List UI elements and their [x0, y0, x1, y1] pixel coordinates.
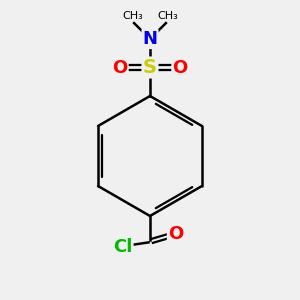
Text: Cl: Cl — [113, 238, 133, 256]
Text: S: S — [143, 58, 157, 77]
Text: O: O — [168, 225, 183, 243]
Text: O: O — [112, 58, 128, 76]
Text: CH₃: CH₃ — [157, 11, 178, 21]
Text: N: N — [142, 30, 158, 48]
Text: O: O — [172, 58, 188, 76]
Text: CH₃: CH₃ — [122, 11, 143, 21]
